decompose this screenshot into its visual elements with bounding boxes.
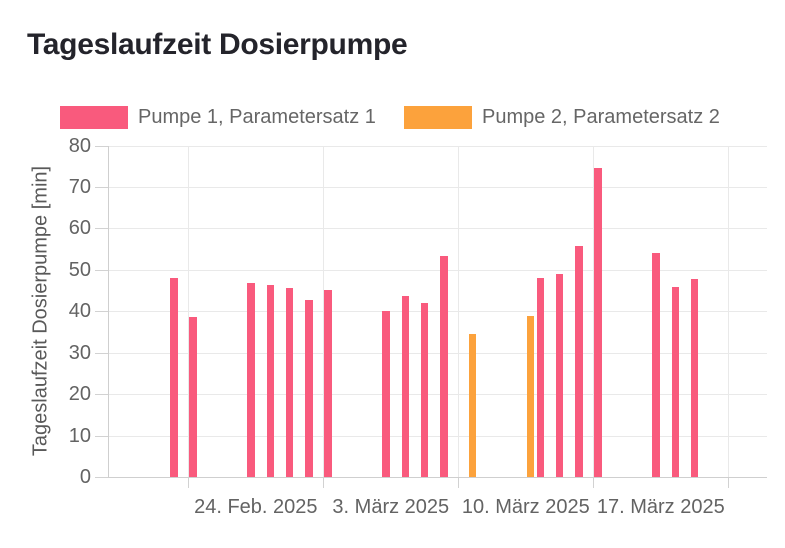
bar-pumpe1[interactable] xyxy=(170,278,178,477)
y-tick-mark xyxy=(95,435,108,437)
legend-swatch-pumpe1-icon xyxy=(60,105,128,129)
x-gridline xyxy=(593,145,595,477)
bar-pumpe1[interactable] xyxy=(285,288,294,477)
y-tick-label: 20 xyxy=(68,383,91,406)
x-tick-mark xyxy=(593,477,595,488)
y-axis-line xyxy=(108,145,109,477)
bar-pumpe2[interactable] xyxy=(526,316,535,477)
x-tick-label: 17. März 2025 xyxy=(596,496,725,518)
y-gridline xyxy=(108,311,767,313)
bar-pumpe1[interactable] xyxy=(575,245,583,477)
chart-title: Tageslaufzeit Dosierpumpe xyxy=(27,28,408,61)
bar-pumpe1[interactable] xyxy=(652,253,660,477)
bar-pumpe1[interactable] xyxy=(440,256,448,477)
x-tick-label: 3. März 2025 xyxy=(332,496,450,518)
y-tick-mark xyxy=(95,311,108,313)
x-gridline xyxy=(458,145,460,477)
y-tick-label: 80 xyxy=(68,134,91,157)
y-tick-mark xyxy=(95,394,108,396)
x-tick-label: 10. März 2025 xyxy=(461,496,590,518)
y-gridline xyxy=(108,435,767,437)
y-gridline xyxy=(108,394,767,396)
bar-pumpe1[interactable] xyxy=(382,310,390,477)
y-gridline xyxy=(108,352,767,354)
x-tick-label: 24. Feb. 2025 xyxy=(194,496,318,518)
y-tick-label: 60 xyxy=(68,217,91,240)
y-tick-mark xyxy=(95,186,108,188)
y-tick-mark xyxy=(95,352,108,354)
bar-pumpe1[interactable] xyxy=(247,282,255,477)
y-tick-label: 50 xyxy=(68,258,91,281)
bar-pumpe1[interactable] xyxy=(690,278,699,477)
y-tick-label: 30 xyxy=(68,341,91,364)
x-gridline xyxy=(323,145,325,477)
bar-pumpe1[interactable] xyxy=(324,289,332,477)
bar-pumpe1[interactable] xyxy=(671,286,679,477)
y-tick-label: 10 xyxy=(68,424,91,447)
y-gridline xyxy=(108,145,767,147)
y-tick-mark xyxy=(95,228,108,230)
legend-label-pumpe2: Pumpe 2, Parametersatz 2 xyxy=(482,105,720,128)
y-gridline xyxy=(108,228,767,230)
legend-swatch-pumpe2-icon xyxy=(404,105,472,129)
x-tick-mark xyxy=(188,477,190,488)
bar-pumpe1[interactable] xyxy=(536,277,544,477)
legend-item-pumpe2[interactable]: Pumpe 2, Parametersatz 2 xyxy=(404,105,720,129)
y-tick-label: 40 xyxy=(68,300,91,323)
bar-pumpe1[interactable] xyxy=(401,295,409,477)
y-tick-label: 0 xyxy=(79,466,91,488)
x-gridline xyxy=(188,145,190,477)
bar-pumpe1[interactable] xyxy=(266,285,274,477)
y-tick-label: 70 xyxy=(68,175,91,198)
legend-item-pumpe1[interactable]: Pumpe 1, Parametersatz 1 xyxy=(60,105,376,129)
y-gridline xyxy=(108,186,767,188)
legend-label-pumpe1: Pumpe 1, Parametersatz 1 xyxy=(138,105,376,128)
x-axis-line xyxy=(108,477,767,478)
bar-pumpe1[interactable] xyxy=(189,317,197,477)
y-tick-mark xyxy=(95,269,108,271)
y-tick-mark xyxy=(95,145,108,147)
bar-pumpe2[interactable] xyxy=(469,333,477,477)
x-tick-mark xyxy=(458,477,460,488)
x-tick-mark xyxy=(728,477,730,488)
y-gridline xyxy=(108,269,767,271)
bar-pumpe1[interactable] xyxy=(305,300,313,477)
bar-pumpe1[interactable] xyxy=(555,274,564,477)
x-tick-mark xyxy=(323,477,325,488)
y-tick-mark xyxy=(95,477,108,478)
bar-pumpe1[interactable] xyxy=(594,168,602,477)
bar-pumpe1[interactable] xyxy=(420,302,429,477)
x-gridline xyxy=(728,145,730,477)
